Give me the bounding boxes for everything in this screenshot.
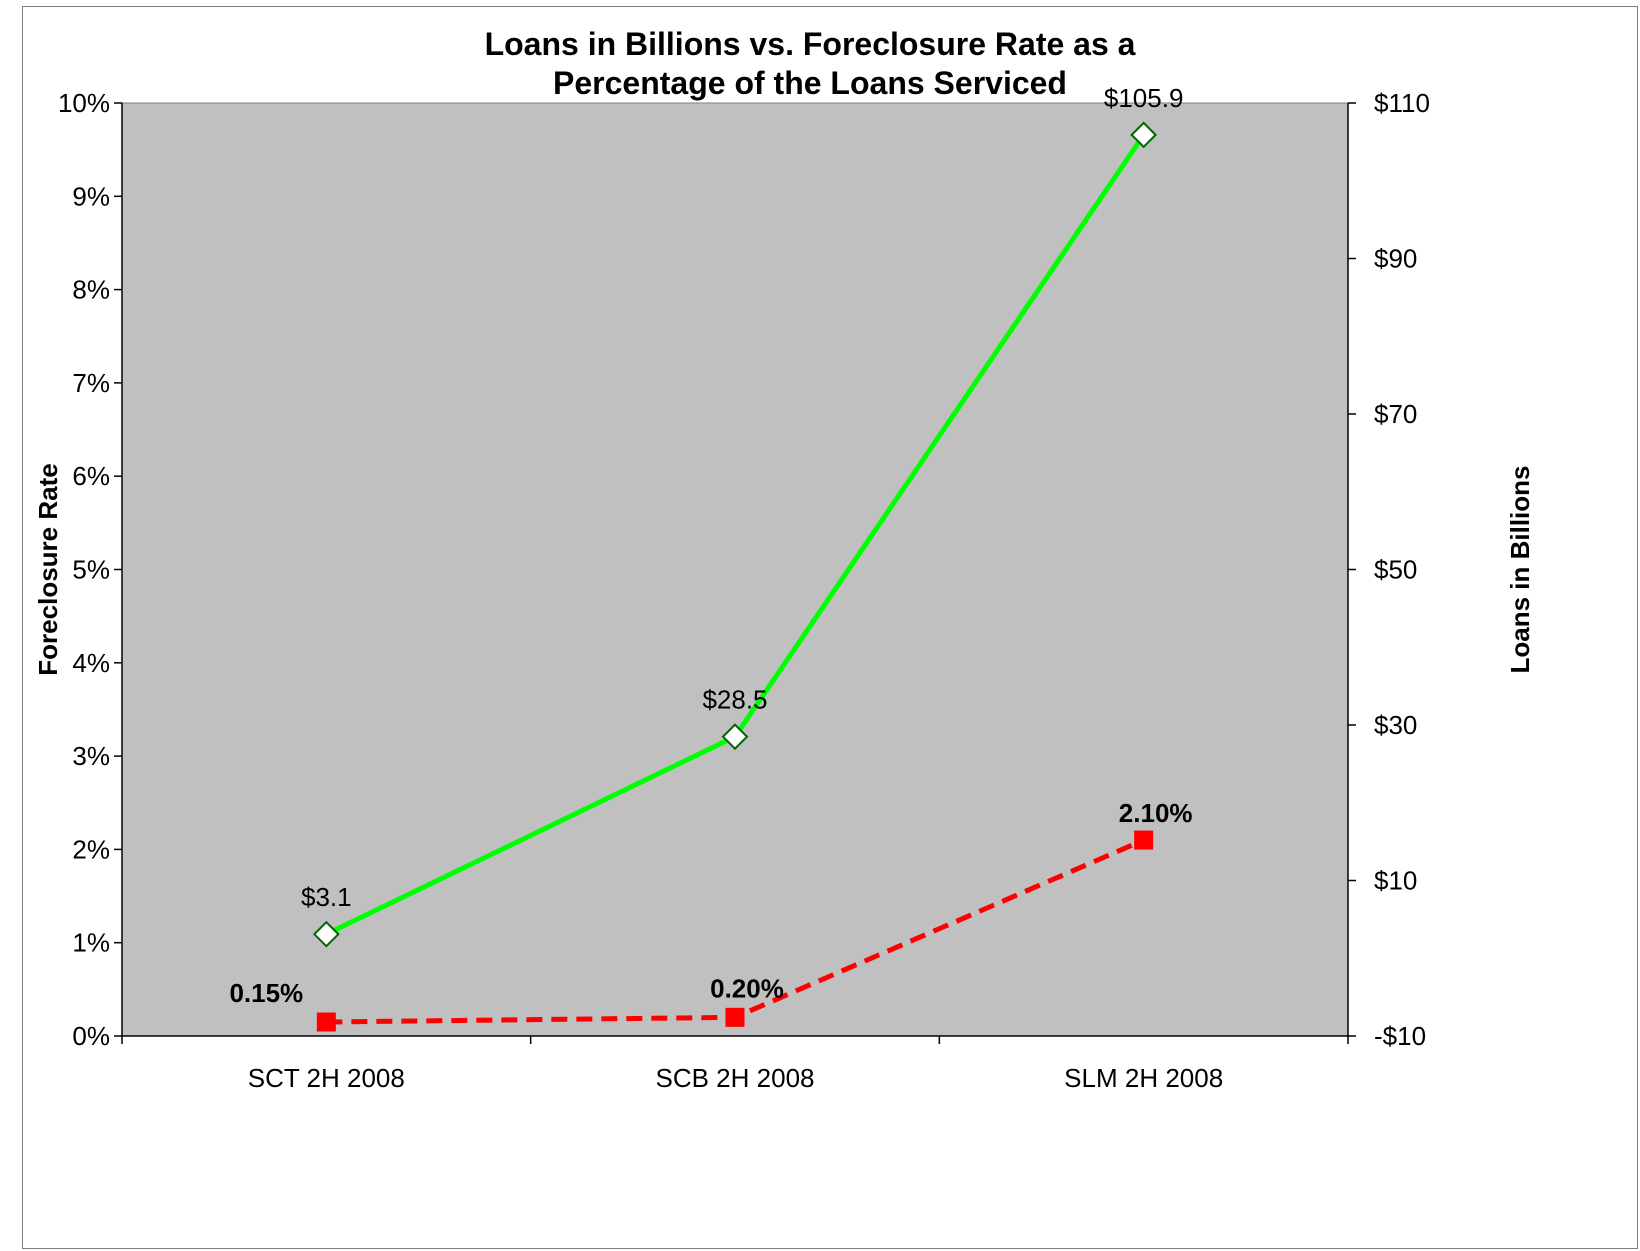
y-left-tick-label: 7% bbox=[72, 368, 110, 398]
y-right-tick-label: $50 bbox=[1374, 555, 1417, 585]
y-left-tick-label: 5% bbox=[72, 555, 110, 585]
series-1-data-label: 0.15% bbox=[229, 978, 303, 1008]
y-right-tick-label: $110 bbox=[1374, 88, 1430, 118]
plot-area bbox=[121, 102, 1349, 1037]
series-layer: $3.1 $28.5 $105.9 0.15% 0.20% 2.10% bbox=[229, 83, 1193, 1032]
y-right-tick-label: -$10 bbox=[1374, 1021, 1426, 1051]
y-right-tick-label: $90 bbox=[1374, 244, 1417, 274]
series-0-data-label: $28.5 bbox=[702, 685, 767, 715]
series-0-point bbox=[312, 920, 340, 948]
series-1-point bbox=[316, 1012, 336, 1032]
chart-title-line-1: Loans in Billions vs. Foreclosure Rate a… bbox=[485, 26, 1136, 62]
chart-title: Loans in Billions vs. Foreclosure Rate a… bbox=[485, 26, 1136, 101]
y-left-tick-label: 8% bbox=[72, 275, 110, 305]
axes: 0% 1% 2% 3% 4% 5% 6% 7% 8% 9% 10% -$10 $10 $30 $50 $70 $… bbox=[58, 88, 1430, 1093]
series-0-point bbox=[1130, 121, 1158, 149]
x-tick-label: SLM 2H 2008 bbox=[1064, 1063, 1223, 1093]
y-left-tick-label: 10% bbox=[58, 88, 110, 118]
y-left-tick-label: 1% bbox=[72, 928, 110, 958]
y-right-tick-label: $10 bbox=[1374, 866, 1417, 896]
chart-title-line-2: Percentage of the Loans Serviced bbox=[553, 65, 1067, 101]
series-1-point bbox=[725, 1007, 745, 1027]
x-tick-label: SCB 2H 2008 bbox=[656, 1063, 815, 1093]
y-left-tick-label: 6% bbox=[72, 461, 110, 491]
y-left-tick-label: 0% bbox=[72, 1021, 110, 1051]
series-0-point bbox=[721, 723, 749, 751]
series-1-data-label: 0.20% bbox=[710, 973, 784, 1003]
y-left-tick-label: 9% bbox=[72, 181, 110, 211]
y-right-tick-label: $70 bbox=[1374, 399, 1417, 429]
series-1-data-label: 2.10% bbox=[1119, 798, 1193, 828]
series-1-point bbox=[1134, 830, 1154, 850]
y-left-tick-label: 4% bbox=[72, 648, 110, 678]
y-left-tick-label: 3% bbox=[72, 741, 110, 771]
y-axis-left-title: Foreclosure Rate bbox=[33, 463, 63, 675]
x-tick-label: SCT 2H 2008 bbox=[248, 1063, 405, 1093]
y-right-tick-label: $30 bbox=[1374, 710, 1417, 740]
y-left-tick-label: 2% bbox=[72, 834, 110, 864]
series-0-data-label: $3.1 bbox=[301, 882, 352, 912]
y-axis-right-title: Loans in Billions bbox=[1505, 465, 1535, 673]
series-0-data-label: $105.9 bbox=[1104, 83, 1184, 113]
